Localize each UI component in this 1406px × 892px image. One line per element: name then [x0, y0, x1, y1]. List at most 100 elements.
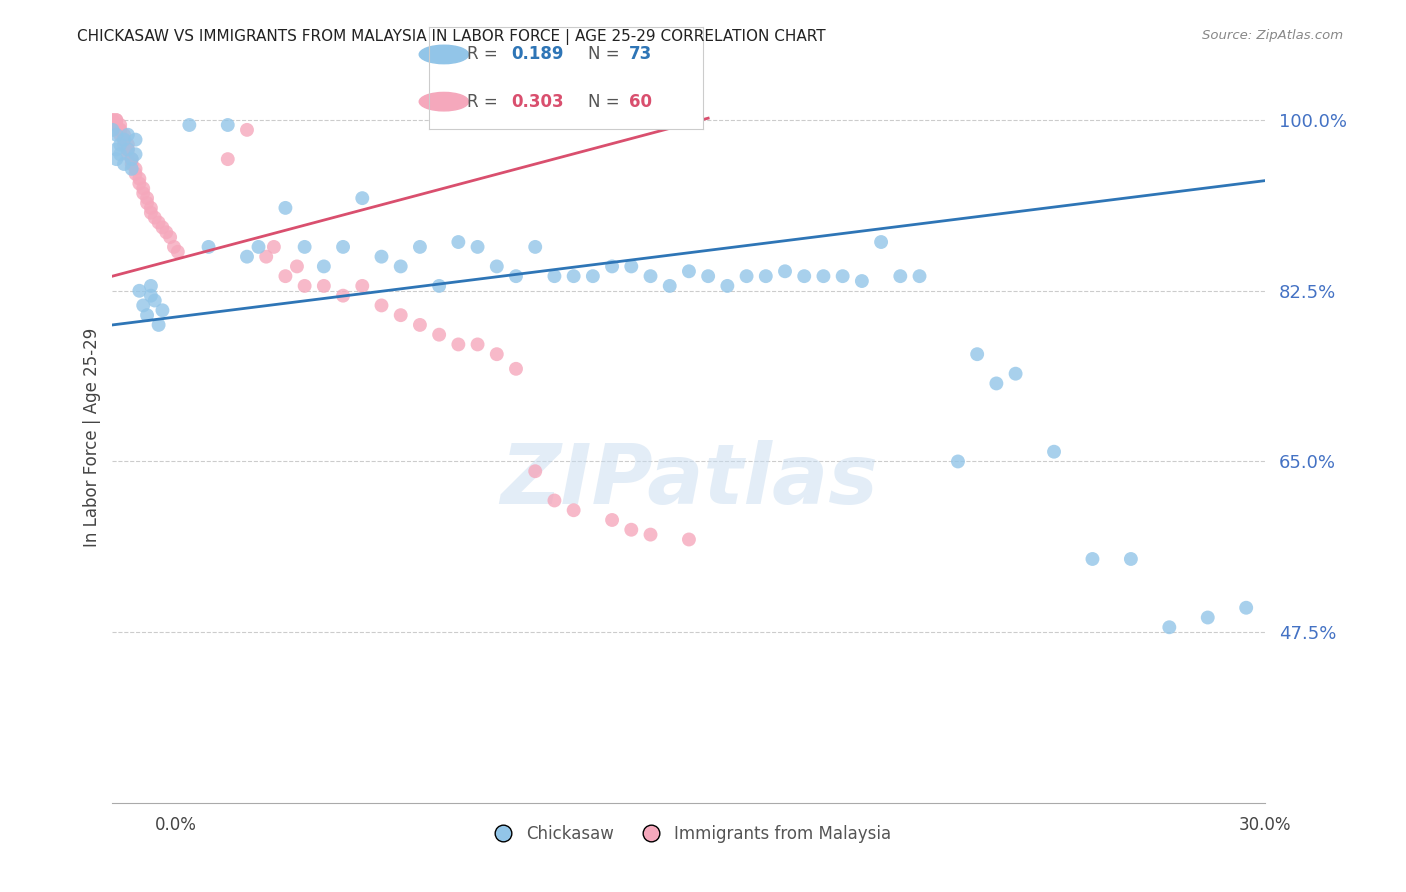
Point [159, 230, 181, 244]
Point [620, 523, 643, 537]
Text: 73: 73 [628, 45, 652, 63]
Text: N =: N = [588, 45, 624, 63]
Point [1197, 610, 1219, 624]
Point [813, 269, 835, 284]
Point [427, 327, 450, 342]
Point [274, 201, 297, 215]
Point [112, 133, 135, 147]
Point [139, 279, 162, 293]
Point [197, 240, 219, 254]
Point [166, 244, 188, 259]
Point [1234, 600, 1257, 615]
Point [139, 201, 162, 215]
Point [505, 361, 527, 376]
Point [294, 279, 316, 293]
Point [505, 269, 527, 284]
Point [294, 240, 316, 254]
Point [697, 269, 720, 284]
Text: 30.0%: 30.0% [1239, 816, 1292, 834]
Text: 0.189: 0.189 [512, 45, 564, 63]
Point [312, 260, 335, 274]
Point [217, 118, 239, 132]
Point [447, 235, 470, 249]
Text: CHICKASAW VS IMMIGRANTS FROM MALAYSIA IN LABOR FORCE | AGE 25-29 CORRELATION CHA: CHICKASAW VS IMMIGRANTS FROM MALAYSIA IN… [77, 29, 825, 45]
Point [755, 269, 778, 284]
Point [105, 118, 128, 132]
Point [128, 171, 150, 186]
Point [562, 503, 585, 517]
Point [108, 123, 131, 137]
Y-axis label: In Labor Force | Age 25-29: In Labor Force | Age 25-29 [83, 327, 101, 547]
Point [467, 240, 489, 254]
Point [1119, 552, 1142, 566]
Point [485, 260, 508, 274]
Point [117, 142, 139, 156]
Point [870, 235, 893, 249]
Point [112, 157, 135, 171]
Point [124, 161, 146, 176]
Point [543, 269, 565, 284]
Point [112, 128, 135, 142]
Point [543, 493, 565, 508]
Point [105, 152, 128, 166]
Text: R =: R = [467, 45, 503, 63]
Text: R =: R = [467, 93, 503, 111]
Point [101, 123, 124, 137]
Point [793, 269, 815, 284]
Point [389, 260, 412, 274]
Point [108, 137, 131, 152]
Point [1081, 552, 1104, 566]
Point [236, 250, 259, 264]
Text: Source: ZipAtlas.com: Source: ZipAtlas.com [1202, 29, 1343, 42]
Point [600, 513, 623, 527]
Point [562, 269, 585, 284]
Point [117, 147, 139, 161]
Point [128, 284, 150, 298]
Point [773, 264, 796, 278]
Text: 0.303: 0.303 [512, 93, 564, 111]
Point [101, 113, 124, 128]
Point [1004, 367, 1026, 381]
Point [986, 376, 1008, 391]
Text: 0.0%: 0.0% [155, 816, 197, 834]
Circle shape [419, 45, 468, 63]
Point [640, 527, 662, 541]
Point [124, 147, 146, 161]
Point [112, 133, 135, 147]
Point [254, 250, 277, 264]
Point [312, 279, 335, 293]
Point [121, 157, 143, 171]
Point [101, 113, 124, 128]
Point [155, 225, 177, 239]
Point [247, 240, 270, 254]
Point [136, 196, 159, 211]
Point [121, 161, 143, 176]
Point [217, 152, 239, 166]
Point [117, 137, 139, 152]
Point [409, 318, 432, 332]
Point [152, 220, 174, 235]
Point [105, 113, 128, 128]
Point [389, 308, 412, 322]
Point [152, 303, 174, 318]
Point [117, 142, 139, 156]
Point [236, 123, 259, 137]
Circle shape [419, 93, 468, 111]
Point [352, 279, 374, 293]
Point [889, 269, 911, 284]
Point [105, 128, 128, 142]
Point [908, 269, 931, 284]
Point [524, 240, 547, 254]
Point [485, 347, 508, 361]
Point [263, 240, 285, 254]
Text: 60: 60 [628, 93, 652, 111]
Point [132, 298, 155, 312]
Point [735, 269, 758, 284]
Point [285, 260, 308, 274]
Point [143, 293, 166, 308]
Point [447, 337, 470, 351]
Point [352, 191, 374, 205]
Point [966, 347, 988, 361]
Point [108, 118, 131, 132]
Legend: Chickasaw, Immigrants from Malaysia: Chickasaw, Immigrants from Malaysia [479, 818, 898, 849]
